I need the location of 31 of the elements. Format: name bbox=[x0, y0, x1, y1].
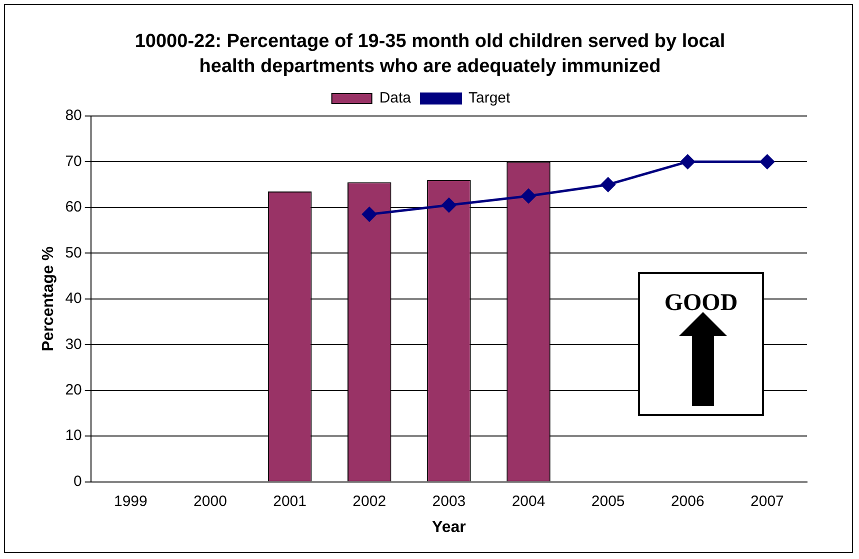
annotation: GOOD bbox=[663, 290, 739, 317]
x-tick-label: 2002 bbox=[352, 492, 386, 510]
y-tick-label: 70 bbox=[65, 152, 82, 170]
chart-title: 10000-22: Percentage of 19-35 month old children served by local health departments who are adequately immunized bbox=[134, 30, 726, 79]
y-tick-label: 50 bbox=[65, 244, 82, 262]
x-tick-label: 2000 bbox=[194, 492, 227, 510]
x-tick-label: 1999 bbox=[114, 492, 148, 510]
legend-label: Data bbox=[379, 90, 412, 107]
point bbox=[680, 154, 695, 169]
point bbox=[362, 207, 377, 222]
y-axis-title: Percentage % bbox=[40, 246, 58, 352]
x-tick-label: 2001 bbox=[273, 492, 306, 510]
legend-label: Target bbox=[468, 90, 512, 107]
point bbox=[600, 177, 616, 192]
y-tick-label: 80 bbox=[65, 107, 82, 124]
y-tick-label: 10 bbox=[65, 427, 82, 444]
x-axis-title: Year bbox=[432, 518, 466, 536]
y-tick-label: 60 bbox=[65, 198, 82, 216]
sign-box: GOOD bbox=[638, 272, 764, 416]
y-tick-label: 0 bbox=[74, 472, 82, 490]
x-tick-label: 2006 bbox=[670, 492, 704, 510]
x-tick-label: 2007 bbox=[750, 492, 784, 510]
point bbox=[521, 188, 536, 204]
y-tick-label: 40 bbox=[65, 290, 82, 308]
point bbox=[760, 154, 774, 169]
x-tick-label: 2003 bbox=[432, 492, 466, 510]
y-tick-label: 30 bbox=[65, 336, 82, 353]
x-tick-label: 2004 bbox=[512, 492, 546, 510]
x-tick-label: 2005 bbox=[591, 492, 625, 510]
point bbox=[442, 198, 456, 212]
y-tick-label: 20 bbox=[65, 381, 82, 398]
